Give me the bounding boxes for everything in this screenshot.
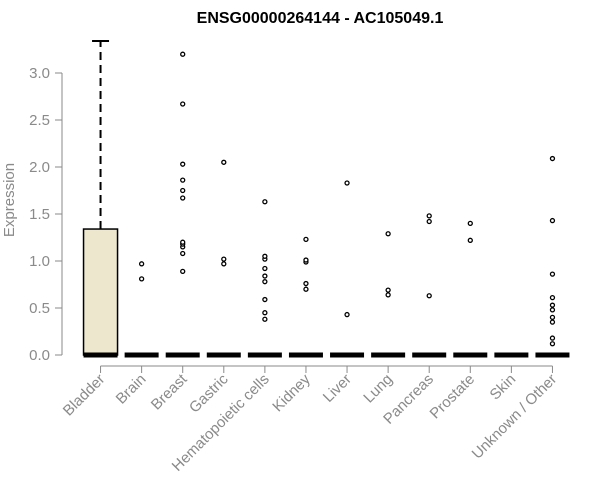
outlier-point — [426, 218, 432, 225]
box — [82, 228, 119, 356]
outlier-point — [262, 296, 268, 303]
y-tick-label: 0.0 — [29, 347, 50, 364]
y-tick-label: 2.5 — [29, 112, 50, 129]
outlier-point — [262, 273, 268, 279]
x-tick-label: Liver — [320, 371, 355, 406]
outlier-point — [549, 155, 556, 162]
outlier-point — [426, 213, 432, 219]
box-series — [82, 40, 570, 358]
x-tick-label: Lung — [360, 371, 396, 407]
chart-title: ENSG00000264144 - AC105049.1 — [197, 10, 444, 27]
outlier-point — [180, 51, 186, 57]
outlier-point — [180, 187, 186, 194]
outlier-point — [344, 180, 350, 186]
outlier-point — [262, 265, 268, 272]
y-axis: 0.0 0.5 1.0 1.5 2.0 2.5 3.0 — [29, 65, 63, 364]
outlier-point — [303, 280, 309, 287]
outlier-point — [221, 261, 227, 267]
outlier-point — [549, 271, 556, 277]
outlier-point — [385, 292, 391, 298]
outlier-point — [426, 293, 432, 299]
outlier-point — [344, 311, 350, 318]
y-tick-label: 1.0 — [29, 253, 50, 270]
outlier-point — [303, 236, 309, 243]
outlier-point — [549, 314, 556, 321]
outlier-point — [180, 250, 186, 257]
outlier-point — [303, 257, 309, 263]
outlier-point — [180, 101, 186, 107]
outlier-point — [467, 220, 473, 227]
outlier-point — [221, 159, 227, 165]
y-axis-label: Expression — [1, 163, 18, 237]
x-tick-label: Bladder — [60, 371, 109, 420]
outlier-point — [180, 195, 186, 201]
outlier-point — [549, 217, 556, 224]
outlier-point — [549, 319, 556, 325]
outlier-point — [549, 335, 556, 341]
x-tick-label: Skin — [487, 371, 520, 404]
outlier-point — [549, 307, 556, 313]
outlier-point — [549, 295, 556, 301]
x-tick-label: Prostate — [427, 371, 479, 423]
outlier-point — [180, 268, 186, 274]
y-tick-label: 2.0 — [29, 159, 50, 176]
outlier-point — [262, 310, 268, 316]
outlier-point — [385, 231, 391, 237]
outlier-point — [138, 276, 145, 282]
y-tick-label: 3.0 — [29, 65, 50, 82]
outlier-point — [262, 279, 268, 285]
outlier-point — [467, 237, 473, 243]
outlier-point — [303, 286, 309, 292]
outlier-point — [262, 199, 268, 205]
outlier-point — [180, 177, 186, 183]
outlier-point — [262, 316, 268, 322]
x-tick-label: Brain — [113, 371, 150, 408]
outlier-point — [138, 261, 145, 267]
x-tick-label: Kidney — [269, 370, 314, 415]
outlier-point — [385, 287, 391, 293]
outlier-point — [549, 341, 556, 347]
outlier-point — [180, 239, 186, 245]
y-tick-label: 0.5 — [29, 300, 50, 317]
y-tick-label: 1.5 — [29, 206, 50, 223]
outlier-point — [180, 161, 186, 167]
outlier-point — [221, 256, 227, 262]
x-tick-label: Breast — [148, 370, 191, 413]
outlier-point — [262, 253, 268, 259]
outlier-point — [549, 302, 556, 308]
